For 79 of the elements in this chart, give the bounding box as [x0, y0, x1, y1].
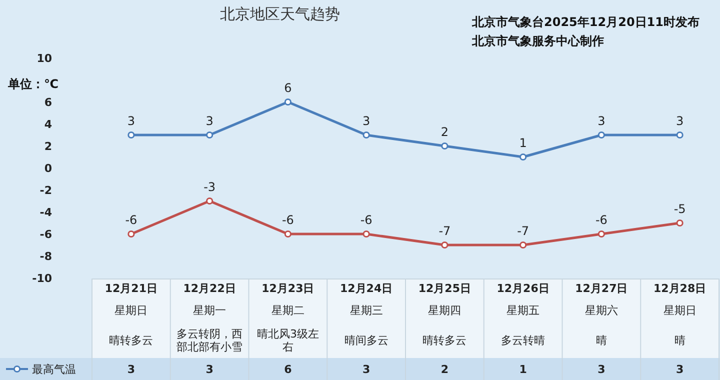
chart-title: 北京地区天气趋势	[220, 5, 340, 23]
y-tick-label: -8	[40, 250, 52, 263]
x-tick-label: 12月26日	[496, 282, 550, 295]
point	[676, 219, 684, 227]
text: 晴北风3级左右	[256, 328, 319, 354]
data-label: 3	[127, 363, 136, 376]
point	[362, 230, 370, 238]
text: 多云转晴	[501, 334, 546, 347]
y-tick-label: 10	[36, 52, 52, 65]
point	[598, 131, 605, 139]
text: 晴间多云	[344, 334, 388, 347]
text: 1	[519, 136, 527, 150]
text: 3	[676, 114, 684, 128]
data-label: 3	[598, 363, 606, 376]
text: 3	[598, 114, 606, 128]
data-label: -3	[204, 180, 216, 194]
point	[206, 131, 214, 139]
data-label: 1	[519, 363, 527, 376]
text: 多云转阴，西部北部有小雪	[176, 328, 243, 354]
data-label: 2	[440, 363, 449, 376]
text: 3	[206, 114, 214, 128]
text: 星期日	[114, 304, 148, 317]
point	[284, 98, 292, 106]
data-label: 6	[284, 363, 292, 376]
text: 晴转多云	[422, 334, 467, 347]
point	[362, 131, 370, 139]
text: 北京市气象台2025年12月20日11时发布	[471, 15, 700, 29]
text: 2	[440, 125, 449, 139]
text: 3	[362, 114, 370, 128]
data-label: -5	[674, 202, 686, 216]
y-tick-label: 4	[44, 118, 52, 131]
data-label: -7	[517, 224, 530, 238]
x-tick-label: 12月21日	[104, 282, 158, 295]
text: 星期三	[350, 304, 383, 317]
data-label: 3	[676, 363, 684, 376]
text: 3	[127, 114, 136, 128]
text: 北京市气象服务中心制作	[471, 34, 604, 48]
point	[128, 230, 135, 238]
text: 星期四	[428, 304, 462, 317]
text: 晴	[674, 334, 686, 347]
text: 晴	[596, 334, 607, 347]
point	[441, 241, 448, 249]
text: 星期一	[193, 304, 226, 317]
data-label: 3	[362, 363, 370, 376]
x-tick-label: 12月25日	[418, 282, 471, 295]
point	[284, 230, 292, 238]
point	[676, 131, 684, 139]
y-tick-label: -10	[32, 272, 52, 285]
text: 星期五	[506, 304, 540, 317]
point	[206, 197, 214, 205]
text: 6	[284, 81, 292, 95]
x-tick-label: 12月23日	[262, 282, 314, 295]
data-label: -6	[595, 213, 608, 227]
data-label: 3	[206, 363, 214, 376]
y-tick-label: 6	[44, 96, 52, 109]
y-tick-label: 0	[44, 162, 52, 175]
point	[441, 142, 448, 150]
y-tick-label: -4	[40, 206, 52, 219]
point	[598, 230, 605, 238]
data-label: -6	[282, 213, 294, 227]
text: 星期六	[584, 304, 618, 317]
y-axis-title: 单位：℃	[7, 77, 59, 91]
data-label: -6	[125, 213, 138, 227]
text: 晴转多云	[109, 334, 154, 347]
text: 星期日	[663, 304, 696, 317]
y-tick-label: -2	[40, 184, 52, 197]
point	[520, 241, 527, 249]
data-label: -6	[360, 213, 372, 227]
legend-label: 最高气温	[32, 363, 76, 376]
x-tick-label: 12月27日	[575, 282, 628, 295]
x-tick-label: 12月24日	[340, 282, 393, 295]
text: 星期二	[271, 304, 304, 317]
y-tick-label: 2	[44, 140, 52, 153]
x-tick-label: 12月28日	[654, 282, 706, 295]
point	[128, 131, 135, 139]
y-tick-label: -6	[40, 228, 52, 241]
data-label: -7	[438, 224, 451, 238]
x-tick-label: 12月22日	[183, 282, 236, 295]
point	[520, 153, 527, 161]
